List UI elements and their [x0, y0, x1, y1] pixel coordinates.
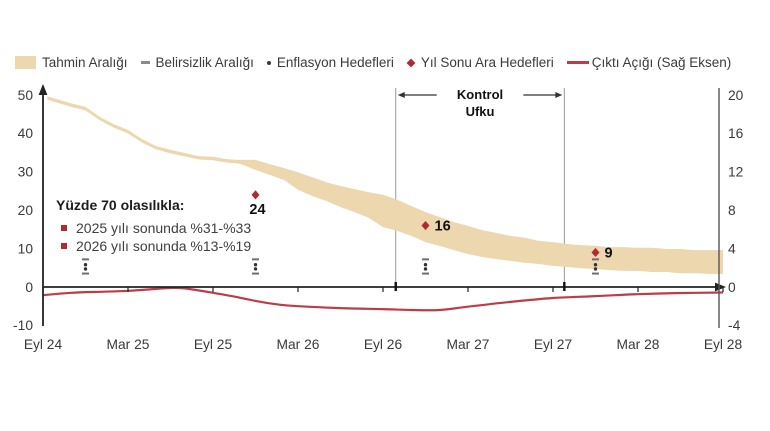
inflation-target-dot [83, 263, 88, 267]
red-square-bullet-icon [61, 225, 67, 231]
probability-annotation: Yüzde 70 olasılıkla: 2025 yılı sonunda %… [56, 197, 251, 255]
inflation-target-dot [423, 267, 428, 271]
y-right-tick-label: 0 [728, 280, 736, 295]
legend-item-interim-targets: Yıl Sonu Ara Hedefleri [406, 55, 554, 70]
forecast-band-swatch-icon [15, 56, 36, 69]
annotation-title: Yüzde 70 olasılıkla: [56, 197, 185, 213]
x-tick-label: Mar 25 [107, 337, 150, 352]
interim-target-diamond [421, 220, 430, 231]
x-tick-label: Eyl 27 [534, 337, 572, 352]
y-left-tick-label: 10 [18, 241, 34, 256]
inflation-target-dot [593, 267, 598, 271]
control-horizon-left-arrowhead [397, 92, 405, 98]
x-axis-arrow [715, 282, 726, 292]
uncertainty-lower-dash [422, 272, 429, 275]
y-right-tick-label: 4 [728, 241, 736, 256]
output-gap-line [42, 286, 724, 312]
annotation-text: 2026 yılı sonunda %13-%19 [76, 238, 252, 254]
annotation-item: 2025 yılı sonunda %31-%33 [56, 219, 251, 237]
annotation-text: 2025 yılı sonunda %31-%33 [76, 220, 252, 236]
y-right-tick-label: -4 [728, 318, 741, 333]
legend-label: Belirsizlik Aralığı [155, 55, 254, 70]
y-left-tick-label: 20 [18, 203, 34, 218]
legend-label: Tahmin Aralığı [42, 55, 128, 70]
legend-item-output-gap: Çıktı Açığı (Sağ Eksen) [566, 55, 732, 70]
uncertainty-lower-dash [82, 272, 89, 275]
x-tick-label: Eyl 25 [194, 337, 233, 352]
inflation-target-dot [593, 263, 598, 267]
x-tick-label: Mar 28 [617, 337, 660, 352]
legend-label: Enflasyon Hedefleri [276, 55, 394, 70]
interim-target-diamond [251, 190, 260, 200]
x-tick-label: Eyl 26 [364, 337, 403, 352]
x-tick-label: Mar 27 [447, 337, 490, 352]
inflation-target-dot [253, 267, 258, 271]
target-dot-icon [266, 60, 271, 65]
interim-target-label: 24 [249, 202, 265, 218]
y-left-tick-label: 50 [18, 88, 34, 103]
y-left-tick-label: 30 [18, 165, 34, 180]
red-square-bullet-icon [61, 243, 67, 249]
uncertainty-upper-dash [252, 258, 259, 261]
y-right-tick-label: 20 [728, 88, 744, 103]
output-gap-line-icon [566, 61, 589, 64]
forecast-band-area [47, 96, 724, 274]
x-tick-label: Mar 26 [277, 337, 320, 352]
legend-label: Çıktı Açığı (Sağ Eksen) [591, 55, 732, 70]
y-left-tick-label: -10 [13, 318, 33, 333]
control-horizon-label: Kontrol [457, 87, 503, 102]
uncertainty-lower-dash [252, 272, 259, 275]
uncertainty-lower-dash [592, 272, 599, 275]
uncertainty-dash-icon [140, 61, 150, 64]
control-horizon-right-arrowhead [555, 92, 563, 98]
left-y-axis-arrow [38, 84, 48, 95]
inflation-target-dot [423, 263, 428, 267]
y-right-tick-label: 8 [728, 203, 736, 218]
legend-item-uncertainty: Belirsizlik Aralığı [140, 55, 254, 70]
y-left-tick-label: 0 [25, 280, 33, 295]
annotation-item: 2026 yılı sonunda %13-%19 [56, 237, 251, 255]
y-right-tick-label: 16 [728, 126, 744, 141]
legend-item-forecast-band: Tahmin Aralığı [15, 55, 128, 70]
y-left-tick-label: 40 [18, 126, 34, 141]
control-horizon-label: Ufku [466, 104, 495, 119]
y-right-tick-label: 12 [728, 165, 743, 180]
legend-item-inflation-targets: Enflasyon Hedefleri [266, 55, 394, 70]
interim-target-label: 9 [605, 245, 613, 261]
chart-legend: Tahmin Aralığı Belirsizlik Aralığı Enfla… [15, 55, 767, 70]
inflation-target-dot [253, 263, 258, 267]
uncertainty-upper-dash [422, 258, 429, 261]
inflation-target-dot [83, 267, 88, 271]
legend-label: Yıl Sonu Ara Hedefleri [420, 55, 554, 70]
x-tick-label: Eyl 28 [704, 337, 743, 352]
interim-target-label: 16 [435, 219, 451, 235]
uncertainty-upper-dash [592, 258, 599, 261]
interim-target-diamond [591, 247, 600, 258]
uncertainty-upper-dash [82, 258, 89, 261]
x-tick-label: Eyl 24 [24, 337, 63, 352]
